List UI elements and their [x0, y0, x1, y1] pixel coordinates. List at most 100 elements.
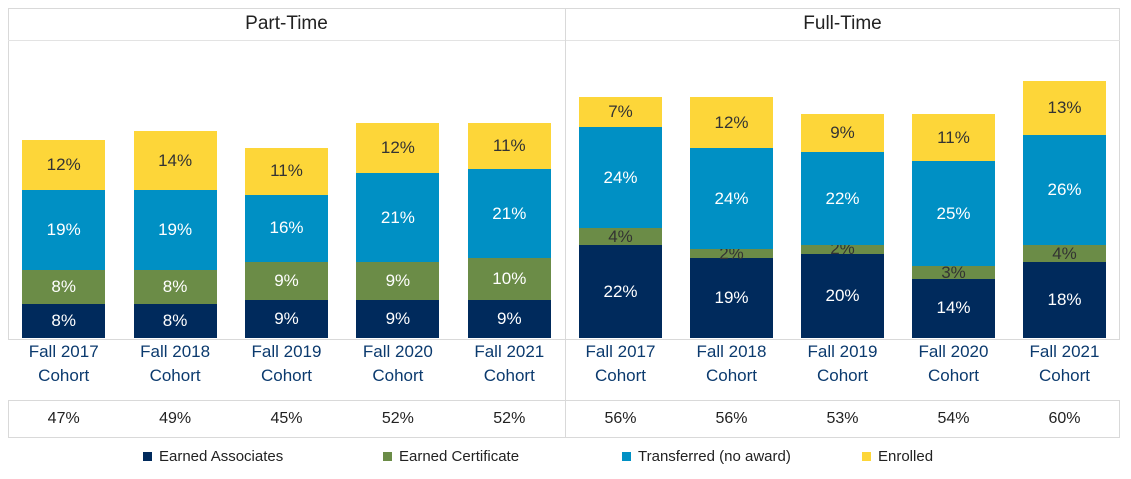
data-label: 19% — [46, 220, 81, 240]
x-tick-label: Fall 2018 Cohort — [696, 342, 767, 385]
x-tick-label: Fall 2020 Cohort — [918, 342, 989, 385]
data-label: 26% — [1047, 180, 1082, 200]
data-label: 12% — [46, 154, 81, 174]
data-label: 8% — [162, 311, 188, 331]
data-label: 9% — [497, 309, 522, 328]
data-label: 16% — [269, 218, 304, 238]
bar-segment — [133, 131, 217, 191]
bar-segment — [467, 122, 551, 170]
data-label: 8% — [51, 311, 76, 331]
total-label: 56% — [604, 410, 637, 427]
data-label: 9% — [274, 271, 299, 291]
total-label: 49% — [159, 410, 192, 427]
bar-segment — [1023, 262, 1106, 338]
data-label: 19% — [158, 220, 193, 240]
x-tick-label: Fall 2019 Cohort — [251, 342, 322, 385]
x-tick-label: Fall 2021 Cohort — [1029, 342, 1100, 385]
bar-segment — [801, 245, 884, 254]
panel-divider — [565, 8, 566, 438]
bar-segment — [133, 270, 217, 305]
bar-segment — [912, 114, 995, 161]
bar-segment — [690, 148, 773, 250]
data-label: 21% — [380, 207, 415, 227]
bar-segment — [579, 228, 662, 246]
legend-swatch — [383, 452, 392, 461]
data-label: 14% — [158, 150, 193, 170]
data-label: 18% — [1047, 290, 1082, 310]
legend-label: Earned Associates — [159, 448, 284, 465]
bar-segment — [1023, 245, 1106, 263]
legend-swatch — [622, 452, 631, 461]
legend-swatch — [143, 452, 152, 461]
x-tick-label: Fall 2017 Cohort — [28, 342, 99, 385]
bar-segment — [467, 169, 551, 258]
bar-segment — [467, 300, 551, 338]
bar-segment — [245, 262, 328, 300]
bar-segment — [22, 270, 106, 305]
bar-segment — [1023, 135, 1106, 246]
data-label: 24% — [603, 167, 638, 187]
totals-frame — [8, 400, 1120, 438]
legend-label: Earned Certificate — [399, 448, 520, 465]
bar-segment — [579, 245, 662, 338]
data-label: 11% — [492, 135, 526, 155]
total-label: 56% — [715, 410, 748, 427]
data-label: 8% — [51, 277, 76, 297]
data-label: 4% — [608, 226, 633, 246]
bar-segment — [356, 122, 440, 174]
data-label: 22% — [825, 188, 860, 208]
data-label: 10% — [492, 268, 527, 288]
data-label: 14% — [936, 298, 971, 318]
plot-frame — [8, 8, 1120, 340]
bar-segment — [22, 190, 106, 271]
bar-segment — [579, 97, 662, 127]
data-label: 13% — [1047, 98, 1082, 117]
bar-segment — [912, 266, 995, 279]
bar-segment — [356, 262, 440, 300]
total-label: 54% — [937, 410, 970, 427]
panel-title: Part-Time — [245, 13, 328, 34]
header-rule — [8, 40, 1120, 41]
bar-segment — [245, 194, 328, 263]
x-tick-label: Fall 2017 Cohort — [585, 342, 656, 385]
bar-segment — [356, 300, 440, 338]
data-label: 21% — [492, 203, 527, 223]
total-label: 52% — [493, 410, 526, 427]
data-label: 12% — [380, 138, 415, 158]
x-tick-label: Fall 2018 Cohort — [140, 342, 211, 385]
legend-label: Enrolled — [878, 448, 934, 465]
data-label: 9% — [385, 271, 411, 291]
x-tick-label: Fall 2020 Cohort — [362, 342, 433, 385]
bar-segment — [690, 249, 773, 258]
data-label: 12% — [714, 112, 749, 132]
data-label: 11% — [270, 161, 303, 181]
data-label: 7% — [608, 102, 633, 122]
bar-segment — [467, 257, 551, 300]
total-label: 60% — [1048, 410, 1081, 427]
total-label: 45% — [270, 410, 303, 427]
bar-segment — [22, 304, 106, 338]
total-label: 47% — [47, 410, 80, 427]
data-label: 24% — [714, 188, 749, 208]
bar-segment — [690, 97, 773, 149]
data-label: 9% — [274, 309, 299, 328]
bar-segment — [22, 139, 106, 191]
data-label: 3% — [941, 262, 966, 282]
bar-segment — [912, 160, 995, 267]
data-label: 19% — [714, 287, 749, 307]
bar-segment — [801, 114, 884, 153]
legend-label: Transferred (no award) — [638, 448, 791, 465]
data-label: 25% — [936, 203, 971, 223]
bar-segment — [133, 190, 217, 271]
data-label: 11% — [937, 127, 970, 147]
bar-segment — [690, 257, 773, 338]
data-label: 9% — [830, 123, 855, 143]
panel-title: Full-Time — [803, 13, 882, 34]
data-label: 8% — [162, 277, 188, 297]
data-label: 9% — [385, 309, 411, 328]
bar-segment — [245, 300, 328, 338]
bar-segment — [1023, 80, 1106, 136]
bar-segment — [912, 278, 995, 338]
data-label: 4% — [1052, 243, 1077, 263]
